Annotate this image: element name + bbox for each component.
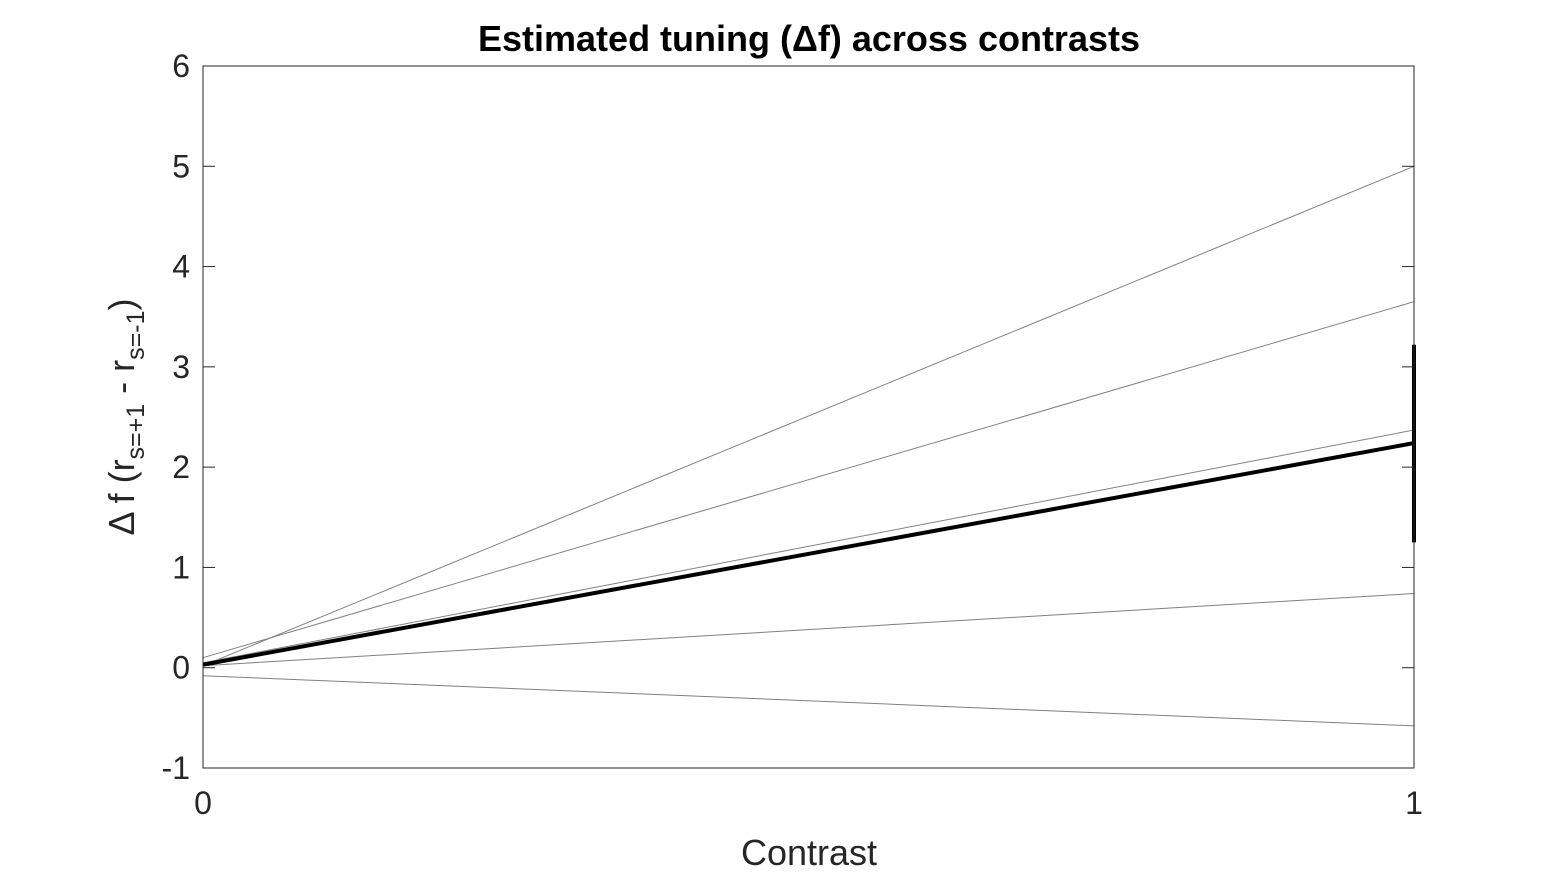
x-tick-label: 0 <box>194 785 212 821</box>
series-line-3 <box>202 429 1415 664</box>
series-line-1 <box>202 165 1415 667</box>
x-axis-label: Contrast <box>741 832 877 873</box>
series-line-6 <box>202 441 1415 667</box>
series-line-5 <box>202 675 1415 727</box>
y-tick-label: 2 <box>172 449 190 485</box>
y-tick-label: -1 <box>162 750 190 786</box>
x-tick-label: 1 <box>1405 785 1423 821</box>
series-line-2 <box>202 301 1415 659</box>
y-tick-label: 1 <box>172 549 190 585</box>
series-layer <box>202 165 1415 727</box>
chart-title: Estimated tuning (Δf) across contrasts <box>478 18 1140 59</box>
y-tick-label: 5 <box>172 148 190 184</box>
plot-area-frame <box>202 65 1415 769</box>
series-line-4 <box>202 593 1415 667</box>
y-tick-label: 3 <box>172 349 190 385</box>
y-axis-label: Δ f (rs=+1 - rs=-1) <box>101 299 150 536</box>
y-tick-label: 6 <box>172 48 190 84</box>
y-tick-label: 4 <box>172 249 190 285</box>
y-tick-label: 0 <box>172 650 190 686</box>
